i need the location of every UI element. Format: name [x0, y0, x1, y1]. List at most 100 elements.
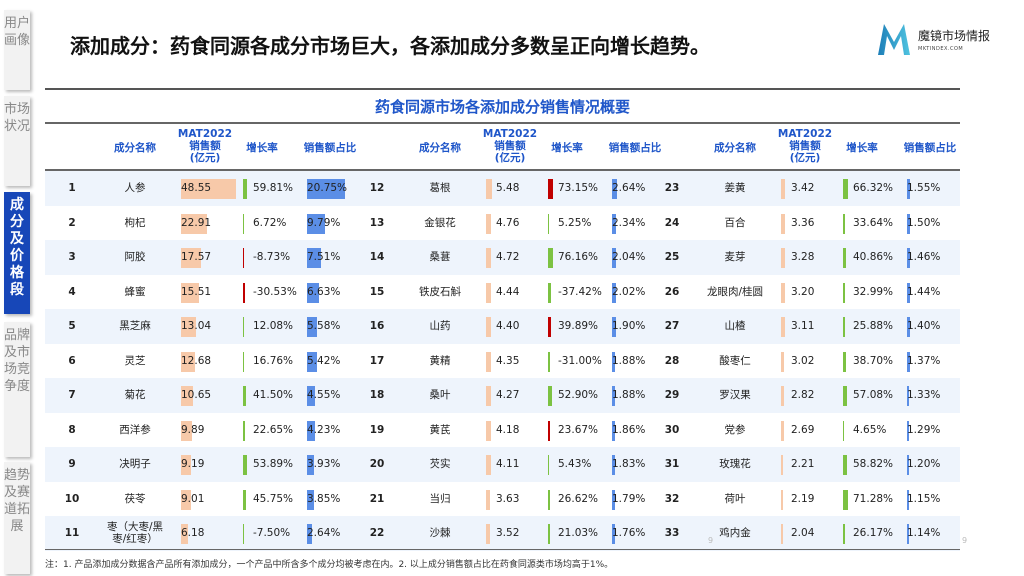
growth-bar	[548, 248, 554, 268]
ingredient-name: 枸杞	[124, 216, 146, 229]
growth-value: -30.53%	[253, 285, 297, 298]
sales-bar	[181, 248, 201, 268]
nav-tab-3[interactable]: 成分及价格段	[4, 192, 30, 314]
share-value: 1.90%	[612, 320, 646, 333]
growth-bar	[243, 489, 247, 510]
growth-bar	[843, 317, 845, 337]
share-value: 1.83%	[612, 458, 646, 471]
sales-cell: 2.21	[781, 447, 841, 482]
growth-value: 26.17%	[853, 527, 894, 540]
share-bar	[307, 524, 312, 544]
table-row: 7 菊花 10.65 41.50% 4.55% 18 桑叶 4.27 52.90%…	[45, 378, 960, 413]
growth-value: 66.32%	[853, 182, 894, 195]
share-value: 2.02%	[612, 285, 646, 298]
sales-cell: 3.42	[781, 171, 841, 206]
col-header-name: 成分名称	[700, 128, 770, 154]
sales-value: 4.27	[496, 389, 520, 402]
col-header-growth: 增长率	[237, 128, 287, 154]
nav-tab-2[interactable]: 市场状况	[4, 96, 30, 186]
table-row: 6 灵芝 12.68 16.76% 5.42% 17 黄精 4.35 -31.00…	[45, 344, 960, 379]
share-bar	[907, 213, 910, 234]
h-share: 销售额占比	[903, 142, 957, 154]
sales-cell: 2.19	[781, 482, 841, 517]
share-cell: 5.58%	[307, 309, 367, 344]
share-cell: 2.64%	[612, 171, 672, 206]
ingredient-name: 铁皮石斛	[419, 285, 461, 298]
rank: 22	[369, 527, 385, 540]
share-bar	[907, 317, 910, 337]
sales-bar	[781, 248, 785, 268]
ingredient-name: 灵芝	[124, 354, 146, 367]
share-value: 5.42%	[307, 354, 341, 367]
col-header-sales: MAT2022 销售额 (亿元)	[175, 128, 235, 164]
sales-bar	[486, 524, 490, 544]
rank: 12	[369, 182, 385, 195]
nav-tab-1[interactable]: 用户画像	[4, 10, 30, 90]
growth-cell: -31.00%	[548, 344, 608, 379]
growth-value: 21.03%	[558, 527, 599, 540]
divider	[45, 549, 960, 550]
share-value: 20.75%	[307, 182, 348, 195]
table-row: 1 人参 48.55 59.81% 20.75% 12 葛根 5.48 73.15…	[45, 171, 960, 206]
growth-bar	[843, 386, 848, 406]
sales-bar	[181, 179, 236, 199]
share-bar	[907, 420, 910, 441]
share-value: 1.88%	[612, 354, 646, 367]
growth-value: 4.65%	[853, 423, 887, 436]
share-value: 9.79%	[307, 216, 341, 229]
growth-cell: 33.64%	[843, 206, 903, 241]
nav-tab-5[interactable]: 趋势及赛道拓展	[4, 462, 30, 574]
logo: 魔镜市场情报 MKTINDEX.COM	[876, 22, 990, 56]
sales-value: 4.44	[496, 285, 520, 298]
share-bar	[907, 351, 910, 372]
rank: 11	[64, 527, 80, 540]
sales-value: 9.19	[181, 458, 205, 471]
rank: 18	[369, 389, 385, 402]
rank: 23	[664, 182, 680, 195]
sales-bar	[181, 351, 196, 372]
sales-value: 4.76	[496, 216, 520, 229]
growth-cell: 22.65%	[243, 413, 303, 448]
growth-bar	[243, 248, 244, 268]
growth-value: 38.70%	[853, 354, 894, 367]
page-number: 9	[962, 536, 968, 545]
ingredient-name: 黄精	[429, 354, 451, 367]
sales-cell: 9.89	[181, 413, 241, 448]
share-bar	[307, 282, 320, 303]
sales-cell: 13.04	[181, 309, 241, 344]
share-value: 1.15%	[907, 492, 941, 505]
growth-cell: 16.76%	[243, 344, 303, 379]
ingredient-name: 玫瑰花	[719, 458, 751, 471]
table-title: 药食同源市场各添加成分销售情况概要	[374, 98, 630, 116]
sales-bar	[181, 213, 207, 234]
ingredient-name: 姜黄	[724, 182, 746, 195]
share-bar	[307, 179, 346, 199]
sales-bar	[781, 455, 784, 475]
rank: 16	[369, 320, 385, 333]
growth-cell: 26.62%	[548, 482, 608, 517]
share-value: 1.29%	[907, 423, 941, 436]
h1: MAT2022	[777, 128, 833, 140]
sales-bar	[486, 213, 492, 234]
growth-bar	[548, 386, 552, 406]
rank: 20	[369, 458, 385, 471]
sales-bar	[181, 455, 192, 475]
sales-value: 3.42	[791, 182, 815, 195]
col-header-growth: 增长率	[837, 128, 887, 154]
h-growth: 增长率	[246, 142, 278, 154]
share-cell: 1.83%	[612, 447, 672, 482]
growth-bar	[548, 524, 550, 544]
sales-bar	[181, 386, 194, 406]
h2: 销售额	[494, 140, 526, 152]
sales-cell: 10.65	[181, 378, 241, 413]
rank: 7	[68, 389, 76, 402]
rank: 32	[664, 492, 680, 505]
ingredient-name: 麦芽	[724, 251, 746, 264]
rank: 13	[369, 216, 385, 229]
sales-bar	[781, 317, 785, 337]
nav-tab-4[interactable]: 品牌及市场竞争度	[4, 322, 30, 457]
growth-bar	[548, 213, 549, 234]
sales-bar	[781, 213, 785, 234]
sales-value: 3.28	[791, 251, 815, 264]
sales-value: 4.18	[496, 423, 520, 436]
